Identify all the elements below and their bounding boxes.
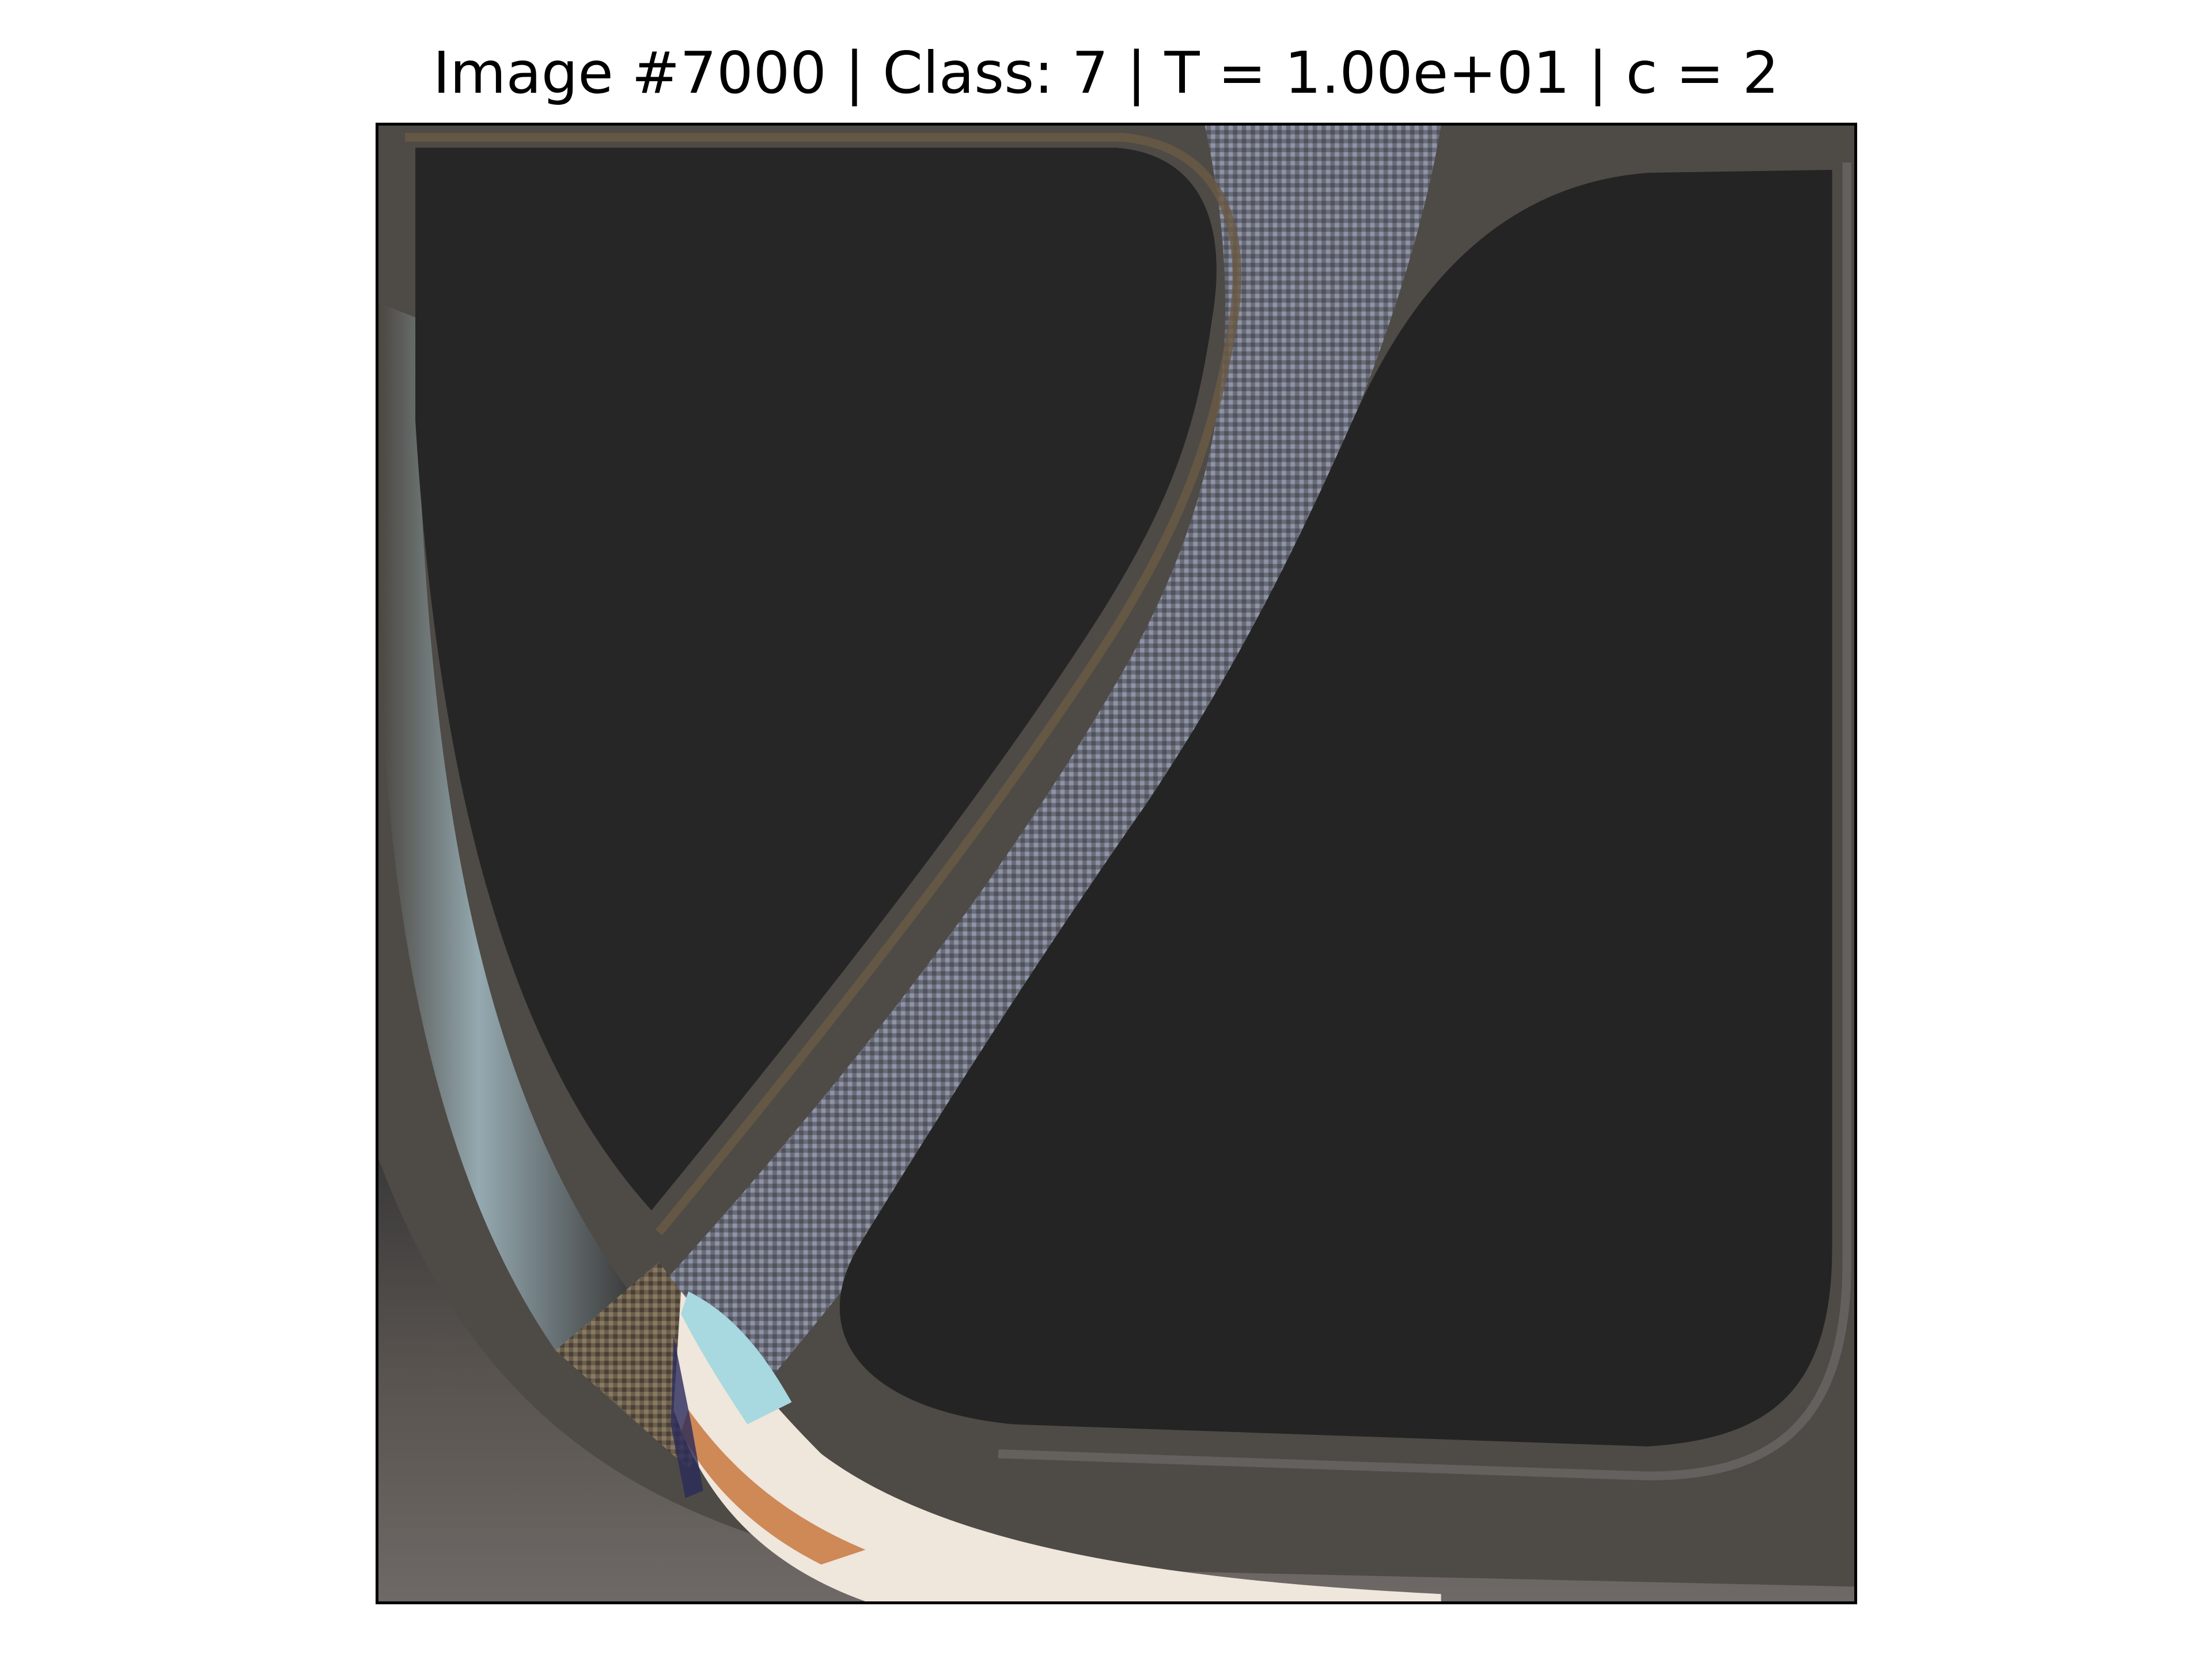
upper-left-lobe (415, 147, 1217, 1211)
diagonal-band (614, 126, 1441, 1425)
orange-speckle (681, 1409, 866, 1565)
lower-right-lobe (839, 169, 1832, 1446)
right-lobe-outline (998, 162, 1851, 1480)
figure-title: Image #7000 | Class: 7 | T = 1.00e+01 | … (433, 39, 1779, 107)
cyan-highlight (681, 1291, 792, 1425)
dark-blue-speckle (671, 1335, 703, 1498)
left-lobe-outline (405, 132, 1242, 1236)
bottom-band (378, 1158, 1854, 1601)
distorted-image (378, 126, 1854, 1601)
left-edge-band (378, 302, 630, 1351)
image-axes (376, 123, 1857, 1604)
bright-streak (673, 1291, 1441, 1601)
